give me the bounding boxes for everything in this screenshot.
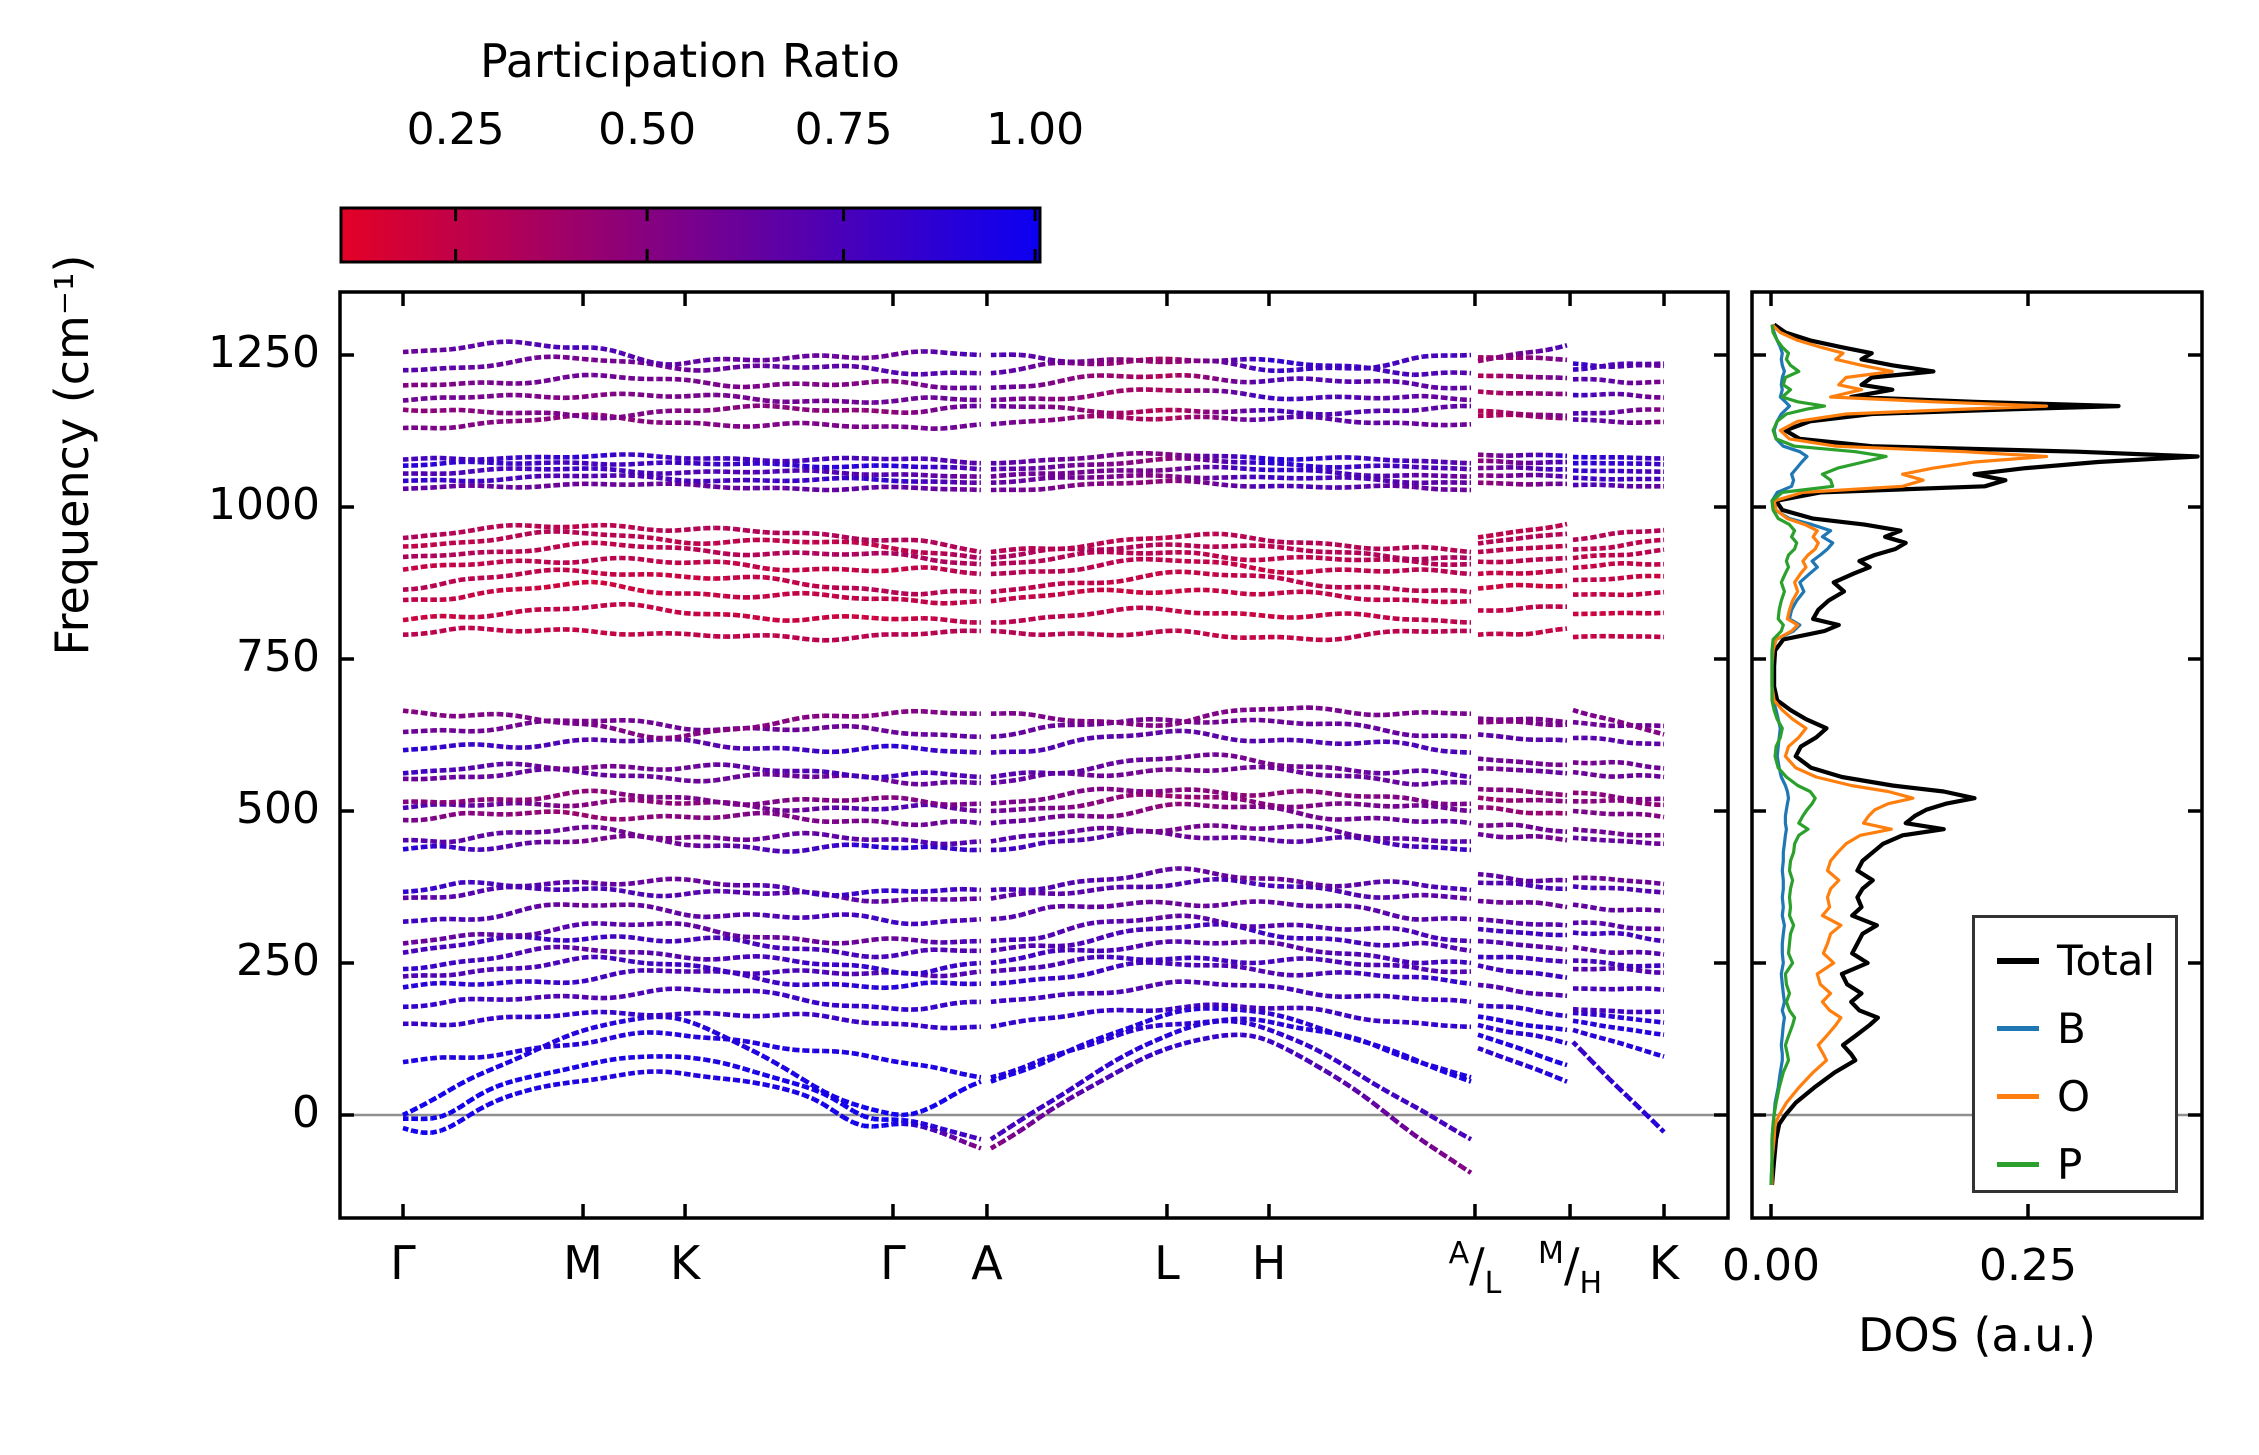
legend-label: O	[2057, 1072, 2091, 1121]
legend: Total B O P	[1972, 915, 2178, 1193]
kpoint-label-M-H: M/H	[1538, 1236, 1603, 1301]
frequency-axis-label: Frequency (cm⁻¹)	[45, 254, 99, 656]
legend-item-o: O	[1997, 1072, 2090, 1121]
kpoint-label-A-L: A/L	[1448, 1236, 1502, 1301]
dos-curves	[1769, 322, 2200, 1186]
legend-label: Total	[2057, 936, 2156, 985]
dos-P-curve	[1769, 324, 1888, 1185]
dos-axis-label: DOS (a.u.)	[1858, 1308, 2096, 1362]
colorbar-tick-label: 0.25	[406, 104, 505, 155]
kpoint-label-Γ: Γ	[880, 1236, 906, 1290]
dos-tick-label: 0.25	[1979, 1240, 2077, 1291]
legend-swatch-total	[1997, 957, 2039, 964]
kpoint-label-K: K	[669, 1236, 701, 1290]
frequency-tick-label: 1000	[208, 479, 320, 530]
dos-panel-axes	[1750, 290, 2204, 1220]
colorbar	[339, 206, 1042, 264]
frequency-tick-label: 1250	[208, 327, 320, 378]
kpoint-label-Γ: Γ	[390, 1236, 416, 1290]
kpoint-label-L: L	[1154, 1236, 1180, 1290]
colorbar-tick-label: 0.75	[794, 104, 893, 155]
legend-label: B	[2057, 1004, 2086, 1053]
legend-item-total: Total	[1997, 936, 2155, 985]
legend-swatch-p	[1997, 1162, 2039, 1167]
frequency-tick-label: 750	[236, 631, 320, 682]
phonon-bands	[401, 339, 1666, 1175]
frequency-tick-label: 500	[236, 783, 320, 834]
legend-swatch-b	[1997, 1026, 2039, 1031]
dos-tick-label: 0.00	[1722, 1240, 1820, 1291]
frequency-tick-label: 250	[236, 935, 320, 986]
legend-item-p: P	[1997, 1140, 2082, 1189]
kpoint-label-M: M	[563, 1236, 603, 1290]
kpoint-label-K: K	[1648, 1236, 1680, 1290]
legend-swatch-o	[1997, 1094, 2039, 1099]
band-panel-axes	[338, 290, 1730, 1220]
kpoint-label-H: H	[1251, 1236, 1287, 1290]
kpoint-label-A: A	[971, 1236, 1003, 1290]
colorbar-tick-label: 1.00	[986, 104, 1085, 155]
colorbar-title: Participation Ratio	[480, 34, 900, 88]
legend-label: P	[2057, 1140, 2083, 1189]
colorbar-tick-label: 0.50	[598, 104, 697, 155]
frequency-tick-label: 0	[292, 1087, 320, 1138]
legend-item-b: B	[1997, 1004, 2086, 1053]
dos-total-curve	[1769, 322, 2200, 1186]
